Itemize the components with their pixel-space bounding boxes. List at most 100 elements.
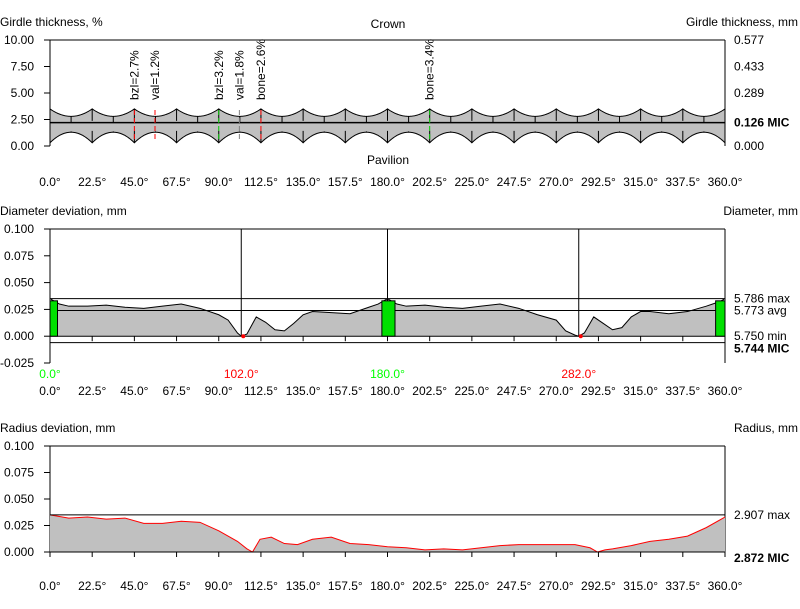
title-bg bbox=[370, 18, 410, 34]
annotation-label: bzl=2.7% bbox=[127, 50, 141, 100]
x-tick-label: 157.5° bbox=[328, 175, 363, 189]
y-axis-label-right: Girdle thickness, mm bbox=[686, 15, 798, 29]
annotation-label: val=1.2% bbox=[148, 50, 162, 100]
max-highlight-bar bbox=[381, 300, 396, 337]
x-tick-label: 270.0° bbox=[539, 384, 574, 398]
y-axis-label-right: Diameter, mm bbox=[723, 204, 798, 218]
y-tick-label-right: 0.577 bbox=[734, 33, 764, 47]
x-tick-label: 45.0° bbox=[120, 175, 148, 189]
x-tick-label: 180.0° bbox=[370, 175, 405, 189]
extreme-angle-label: 0.0° bbox=[39, 367, 61, 381]
x-tick-label: 360.0° bbox=[708, 579, 743, 593]
x-tick-label: 315.0° bbox=[623, 175, 658, 189]
y-tick-label-right: 0.000 bbox=[734, 139, 764, 153]
extreme-angle-label: 102.0° bbox=[224, 367, 259, 381]
x-tick-label: 315.0° bbox=[623, 384, 658, 398]
y-tick-label: 0.00 bbox=[11, 139, 35, 153]
y-tick-label: 5.00 bbox=[11, 86, 35, 100]
y-axis-label-right: Radius, mm bbox=[734, 421, 798, 435]
y-tick-label: 0.050 bbox=[4, 492, 34, 506]
x-tick-label: 22.5° bbox=[78, 579, 106, 593]
x-tick-label: 270.0° bbox=[539, 579, 574, 593]
x-tick-label: 67.5° bbox=[162, 175, 190, 189]
x-tick-label: 180.0° bbox=[370, 579, 405, 593]
annotation-label: bzl=3.2% bbox=[212, 50, 226, 100]
x-tick-label: 292.5° bbox=[581, 175, 616, 189]
max-highlight-bar bbox=[49, 300, 58, 337]
annotation-label: bone=2.6% bbox=[254, 39, 268, 100]
x-tick-label: 292.5° bbox=[581, 384, 616, 398]
y-tick-label: 0.000 bbox=[4, 329, 34, 343]
min-marker bbox=[578, 334, 583, 339]
x-tick-label: 112.5° bbox=[244, 175, 278, 189]
y-tick-label: 2.50 bbox=[11, 113, 35, 127]
x-tick-label: 337.5° bbox=[665, 579, 700, 593]
y-tick-label: 10.00 bbox=[4, 33, 34, 47]
y-axis-label: Radius deviation, mm bbox=[0, 421, 115, 435]
deviation-line bbox=[49, 514, 726, 553]
x-tick-label: 247.5° bbox=[497, 384, 532, 398]
x-tick-label: 225.0° bbox=[454, 175, 489, 189]
x-tick-label: 67.5° bbox=[162, 384, 190, 398]
right-value-label: 5.773 avg bbox=[734, 303, 787, 317]
x-tick-label: 337.5° bbox=[665, 175, 700, 189]
x-tick-label: 90.0° bbox=[205, 384, 233, 398]
x-tick-label: 157.5° bbox=[328, 579, 363, 593]
right-value-label: 5.750 min bbox=[734, 329, 787, 343]
x-tick-label: 45.0° bbox=[120, 384, 148, 398]
x-tick-label: 90.0° bbox=[205, 175, 233, 189]
x-tick-label: 247.5° bbox=[497, 175, 532, 189]
x-tick-label: 135.0° bbox=[286, 175, 321, 189]
x-tick-label: 202.5° bbox=[412, 579, 447, 593]
y-tick-label-right: 0.126 MIC bbox=[734, 116, 790, 130]
y-tick-label: -0.025 bbox=[0, 356, 34, 370]
y-tick-label: 0.075 bbox=[4, 466, 34, 480]
x-tick-label: 0.0° bbox=[39, 579, 61, 593]
x-tick-label: 225.0° bbox=[454, 579, 489, 593]
right-value-label: 2.872 MIC bbox=[734, 551, 790, 565]
x-tick-label: 0.0° bbox=[39, 384, 61, 398]
bottom-label: Pavilion bbox=[367, 153, 409, 167]
x-tick-label: 202.5° bbox=[412, 384, 447, 398]
x-tick-label: 180.0° bbox=[370, 384, 405, 398]
y-tick-label: 0.050 bbox=[4, 276, 34, 290]
y-tick-label: 0.000 bbox=[4, 545, 34, 559]
x-tick-label: 360.0° bbox=[708, 384, 743, 398]
x-tick-label: 157.5° bbox=[328, 384, 363, 398]
extreme-angle-label: 180.0° bbox=[370, 367, 405, 381]
x-tick-label: 247.5° bbox=[497, 579, 532, 593]
x-tick-label: 45.0° bbox=[120, 579, 148, 593]
y-tick-label: 7.50 bbox=[11, 60, 35, 74]
x-tick-label: 112.5° bbox=[244, 384, 278, 398]
x-tick-label: 270.0° bbox=[539, 175, 574, 189]
x-tick-label: 67.5° bbox=[162, 579, 190, 593]
annotation-label: bone=3.4% bbox=[423, 39, 437, 100]
x-tick-label: 202.5° bbox=[412, 175, 447, 189]
x-tick-label: 337.5° bbox=[665, 384, 700, 398]
x-tick-label: 315.0° bbox=[623, 579, 658, 593]
x-tick-label: 90.0° bbox=[205, 579, 233, 593]
right-value-label: 5.744 MIC bbox=[734, 342, 790, 356]
x-tick-label: 22.5° bbox=[78, 175, 106, 189]
x-tick-label: 0.0° bbox=[39, 175, 61, 189]
x-tick-label: 135.0° bbox=[286, 579, 321, 593]
x-tick-label: 22.5° bbox=[78, 384, 106, 398]
x-tick-label: 135.0° bbox=[286, 384, 321, 398]
right-value-label: 2.907 max bbox=[734, 508, 790, 522]
y-tick-label: 0.100 bbox=[4, 439, 34, 453]
y-axis-label: Girdle thickness, % bbox=[0, 15, 103, 29]
y-tick-label: 0.075 bbox=[4, 249, 34, 263]
y-tick-label: 0.100 bbox=[4, 222, 34, 236]
x-tick-label: 225.0° bbox=[454, 384, 489, 398]
y-tick-label: 0.025 bbox=[4, 519, 34, 533]
chart-title: Crown bbox=[371, 17, 406, 31]
x-tick-label: 292.5° bbox=[581, 579, 616, 593]
y-tick-label-right: 0.433 bbox=[734, 60, 764, 74]
annotation-label: val=1.8% bbox=[232, 50, 246, 100]
min-marker bbox=[241, 334, 246, 339]
extreme-angle-label: 282.0° bbox=[561, 367, 596, 381]
right-value-label: 5.786 max bbox=[734, 292, 790, 306]
deviation-area bbox=[50, 514, 725, 552]
x-tick-label: 360.0° bbox=[708, 175, 743, 189]
